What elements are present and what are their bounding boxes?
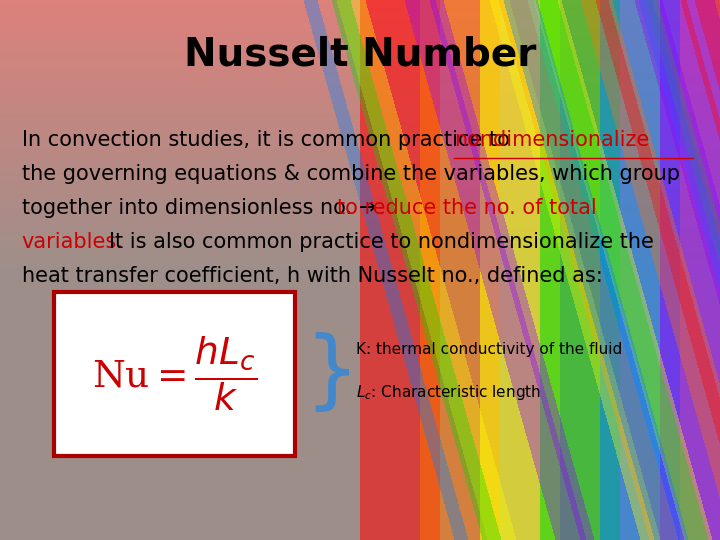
- Text: to reduce the no. of total: to reduce the no. of total: [337, 198, 597, 218]
- Text: }: }: [304, 333, 359, 415]
- Text: It is also common practice to nondimensionalize the: It is also common practice to nondimensi…: [109, 232, 654, 252]
- Text: variables.: variables.: [22, 232, 123, 252]
- Text: In convection studies, it is common practice to: In convection studies, it is common prac…: [22, 130, 516, 150]
- Text: $L_c$: Characteristic length: $L_c$: Characteristic length: [356, 383, 541, 402]
- Text: K: thermal conductivity of the fluid: K: thermal conductivity of the fluid: [356, 342, 622, 357]
- Text: the governing equations & combine the variables, which group: the governing equations & combine the va…: [22, 164, 680, 184]
- Text: heat transfer coefficient, h with Nusselt no., defined as:: heat transfer coefficient, h with Nussel…: [22, 266, 603, 286]
- Text: $\mathregular{Nu} = \dfrac{hL_c}{k}$: $\mathregular{Nu} = \dfrac{hL_c}{k}$: [92, 335, 257, 413]
- Text: together into dimensionless no. →: together into dimensionless no. →: [22, 198, 382, 218]
- Text: Nusselt Number: Nusselt Number: [184, 35, 536, 73]
- FancyBboxPatch shape: [54, 292, 295, 456]
- Text: nondimensionalize: nondimensionalize: [454, 130, 649, 150]
